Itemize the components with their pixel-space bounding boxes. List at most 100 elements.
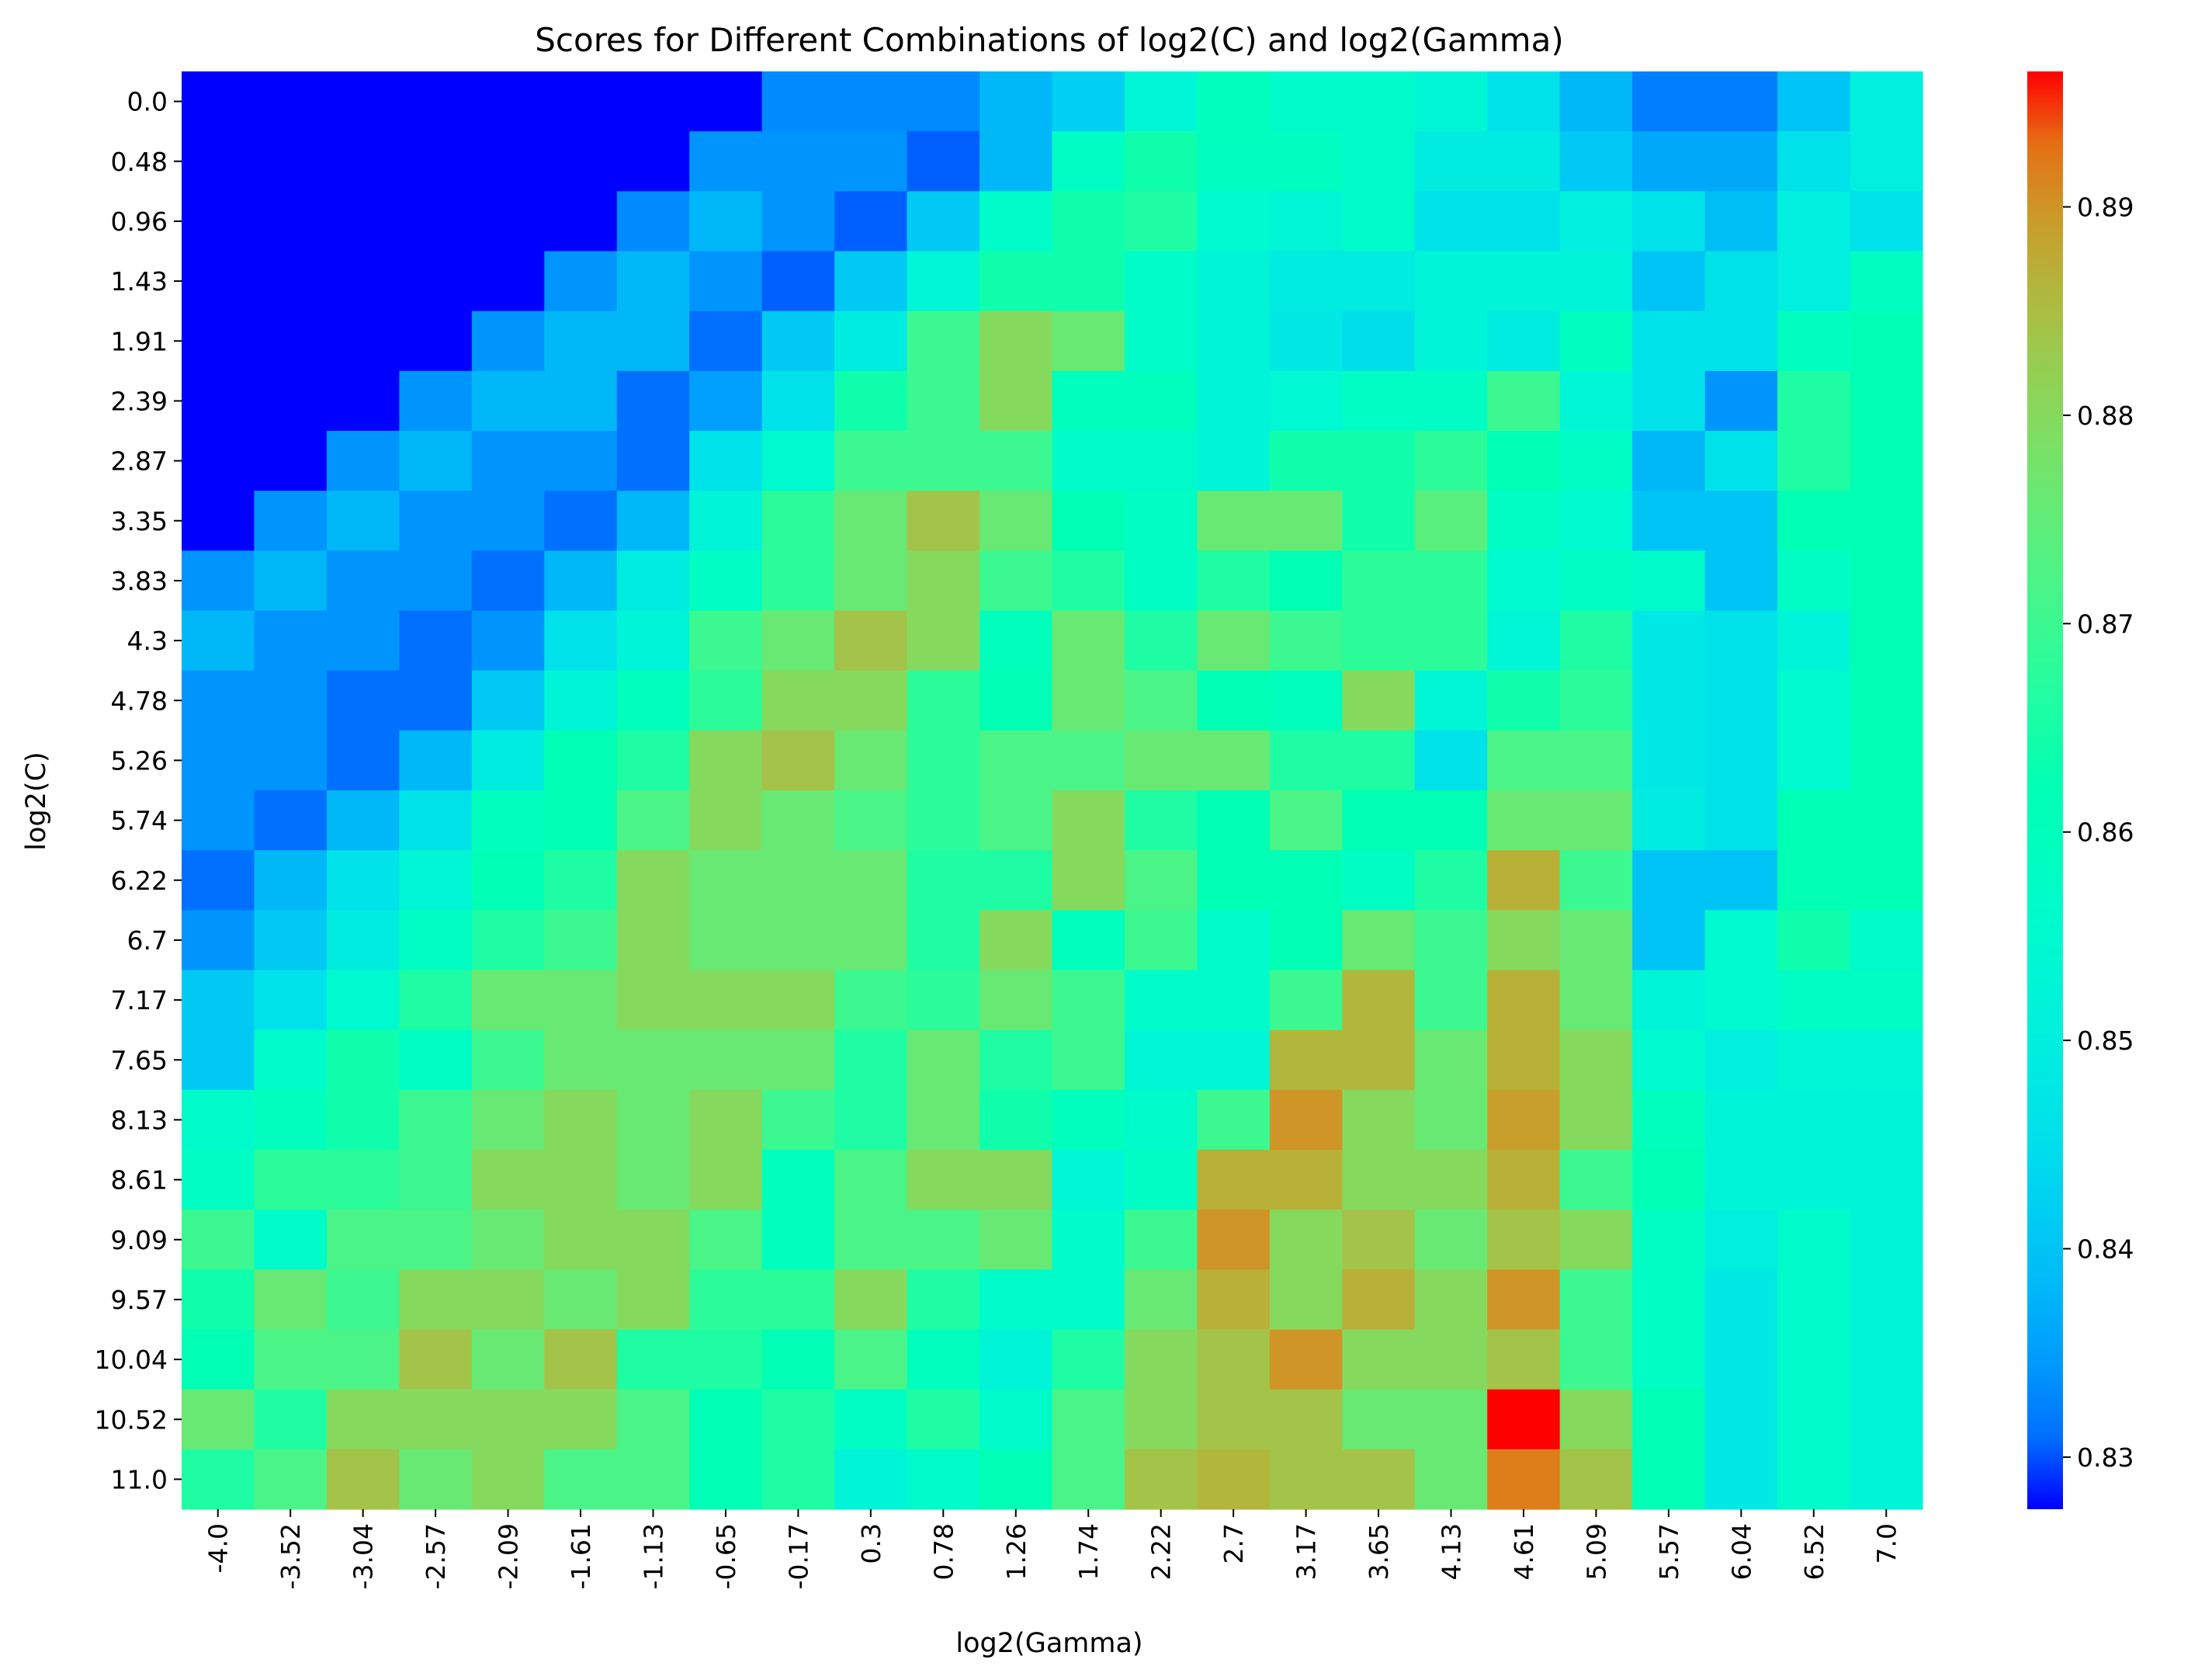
heatmap-cell <box>1704 131 1778 192</box>
heatmap-cell <box>1777 1389 1851 1450</box>
heatmap-cell <box>979 790 1053 851</box>
heatmap-cell <box>1197 1089 1271 1151</box>
heatmap-cell <box>1559 970 1633 1031</box>
heatmap-cell <box>1704 71 1778 132</box>
heatmap-cell <box>1487 850 1561 911</box>
heatmap-cell <box>1342 191 1416 252</box>
heatmap-cell <box>834 610 908 672</box>
x-tick-label: -2.09 <box>494 1523 524 1589</box>
heatmap-cell <box>834 790 908 851</box>
heatmap-cell <box>1124 1150 1198 1210</box>
heatmap-cell <box>1850 191 1923 252</box>
heatmap-cell <box>1124 431 1198 491</box>
heatmap-cell <box>907 1029 980 1091</box>
heatmap-cell <box>1124 1449 1198 1510</box>
heatmap-cell <box>254 790 328 851</box>
heatmap-cell <box>1704 550 1778 612</box>
heatmap-cell <box>1124 191 1198 252</box>
heatmap-cell <box>1487 131 1561 192</box>
heatmap-cell <box>182 1089 255 1151</box>
heatmap-cell <box>471 191 545 252</box>
heatmap-cell <box>1342 1389 1416 1450</box>
heatmap-cell <box>471 370 545 432</box>
heatmap-cell <box>979 970 1053 1031</box>
heatmap-cell <box>616 670 690 731</box>
heatmap-cell <box>616 1089 690 1151</box>
heatmap-cell <box>471 1449 545 1510</box>
heatmap-cell <box>1704 311 1778 372</box>
heatmap-cell <box>834 550 908 612</box>
heatmap-cell <box>1269 1150 1343 1210</box>
heatmap-cell <box>326 431 400 491</box>
heatmap-cell <box>1052 370 1125 432</box>
x-tick-label: -3.04 <box>348 1523 379 1589</box>
heatmap-cell <box>761 850 835 911</box>
heatmap-cell <box>1414 431 1488 491</box>
heatmap-cell <box>544 191 618 252</box>
heatmap-cell <box>979 730 1053 791</box>
heatmap-cell <box>544 1210 618 1270</box>
heatmap-cell <box>689 970 763 1031</box>
heatmap-cell <box>1052 191 1125 252</box>
heatmap-cell <box>1559 370 1633 432</box>
heatmap-cell <box>761 610 835 672</box>
heatmap-cell <box>979 1269 1053 1331</box>
heatmap-cell <box>834 1089 908 1151</box>
heatmap-cell <box>1704 1029 1778 1091</box>
heatmap-cell <box>326 1210 400 1270</box>
colorbar-tick-label: 0.85 <box>2077 1026 2134 1056</box>
heatmap-cell <box>182 1389 255 1450</box>
heatmap-cell <box>1269 1269 1343 1331</box>
heatmap-cell <box>979 1329 1053 1390</box>
heatmap-cell <box>1777 970 1851 1031</box>
heatmap-cell <box>254 850 328 911</box>
heatmap-cell <box>399 850 473 911</box>
heatmap-cell <box>834 131 908 192</box>
heatmap-cell <box>1269 1389 1343 1450</box>
heatmap-cell <box>1342 1269 1416 1331</box>
heatmap-cell <box>1559 431 1633 491</box>
heatmap-cell <box>689 670 763 731</box>
heatmap-cell <box>907 850 980 911</box>
x-tick-label: -0.17 <box>783 1523 813 1589</box>
heatmap-cell <box>1269 790 1343 851</box>
heatmap-cell <box>1342 370 1416 432</box>
heatmap-cell <box>834 1269 908 1331</box>
heatmap-cell <box>834 191 908 252</box>
colorbar-tick-label: 0.83 <box>2077 1442 2134 1473</box>
heatmap-cell <box>1269 311 1343 372</box>
heatmap-cell <box>1414 71 1488 132</box>
heatmap-cell <box>1269 610 1343 672</box>
heatmap-cell <box>326 1269 400 1331</box>
y-tick-label: 11.0 <box>111 1464 168 1494</box>
heatmap-cell <box>1124 790 1198 851</box>
heatmap-cell <box>834 1150 908 1210</box>
heatmap-cell <box>1342 1150 1416 1210</box>
heatmap-cell <box>326 1389 400 1450</box>
heatmap-cell <box>1414 850 1488 911</box>
heatmap-cell <box>1414 1329 1488 1390</box>
heatmap-cell <box>1777 850 1851 911</box>
heatmap-cell <box>182 970 255 1031</box>
heatmap-cell <box>1269 131 1343 192</box>
heatmap-cell <box>1777 491 1851 551</box>
heatmap-cell <box>907 610 980 672</box>
heatmap-cell <box>616 311 690 372</box>
heatmap-cell <box>1414 790 1488 851</box>
heatmap-cell <box>616 71 690 132</box>
heatmap-cell <box>616 850 690 911</box>
heatmap-cell <box>1052 1089 1125 1151</box>
heatmap-cell <box>1342 550 1416 612</box>
heatmap-cell <box>1197 910 1271 971</box>
heatmap-cell <box>1197 311 1271 372</box>
heatmap-cell <box>471 550 545 612</box>
heatmap-cell <box>1414 550 1488 612</box>
heatmap-cell <box>471 850 545 911</box>
heatmap-cell <box>471 71 545 132</box>
heatmap-cell <box>1704 1269 1778 1331</box>
heatmap-cell <box>689 311 763 372</box>
heatmap-cell <box>544 850 618 911</box>
heatmap-cell <box>907 730 980 791</box>
heatmap-cell <box>1342 131 1416 192</box>
heatmap-cell <box>979 251 1053 312</box>
